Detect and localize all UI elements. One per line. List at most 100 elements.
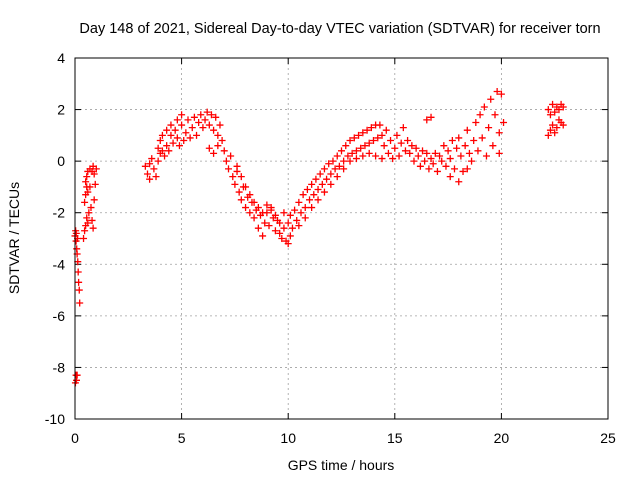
data-point: [500, 118, 508, 126]
data-point: [141, 162, 149, 170]
data-point: [365, 139, 373, 147]
data-point: [427, 155, 435, 163]
data-point: [489, 142, 497, 150]
data-point: [276, 229, 284, 237]
data-point: [314, 196, 322, 204]
data-point: [154, 157, 162, 165]
data-point: [72, 229, 80, 237]
data-point: [184, 116, 192, 124]
data-point: [156, 137, 164, 145]
data-point: [163, 126, 171, 134]
data-point: [318, 180, 326, 188]
data-point: [199, 124, 207, 132]
data-point: [551, 129, 559, 137]
data-point: [546, 111, 554, 119]
data-point: [246, 209, 254, 217]
data-point: [146, 175, 154, 183]
data-point: [497, 90, 505, 98]
data-point: [207, 111, 215, 119]
data-point: [320, 188, 328, 196]
data-point: [203, 108, 211, 116]
data-point: [205, 144, 213, 152]
data-point: [380, 142, 388, 150]
data-point: [201, 116, 209, 124]
data-point: [463, 165, 471, 173]
grid: [75, 58, 608, 419]
data-point: [246, 191, 254, 199]
data-point: [327, 180, 335, 188]
data-point: [312, 175, 320, 183]
data-point: [546, 126, 554, 134]
data-point: [214, 131, 222, 139]
data-point: [227, 152, 235, 160]
data-point: [465, 149, 473, 157]
data-point: [86, 183, 94, 191]
data-point: [423, 149, 431, 157]
data-point: [291, 206, 299, 214]
data-point: [495, 149, 503, 157]
data-point: [74, 268, 82, 276]
data-point: [355, 131, 363, 139]
data-point: [284, 240, 292, 248]
data-point: [259, 209, 267, 217]
data-point: [395, 152, 403, 160]
data-point: [468, 157, 476, 165]
data-point: [284, 219, 292, 227]
data-point: [436, 152, 444, 160]
data-point: [359, 152, 367, 160]
data-series-sdtvar: [71, 88, 567, 387]
data-point: [293, 216, 301, 224]
data-point: [348, 149, 356, 157]
data-point: [222, 157, 230, 165]
y-tick-label: 4: [57, 50, 65, 66]
data-point: [75, 286, 83, 294]
data-point: [295, 198, 303, 206]
data-point: [210, 149, 218, 157]
data-point: [378, 131, 386, 139]
data-point: [399, 124, 407, 132]
y-tick-label: -8: [53, 359, 66, 375]
data-point: [76, 299, 84, 307]
data-point: [549, 100, 557, 108]
data-point: [154, 144, 162, 152]
x-tick-label: 0: [71, 430, 79, 446]
data-point: [280, 209, 288, 217]
data-point: [446, 155, 454, 163]
y-axis-ticks: -10 -8 -6 -4 -2 0 2 4: [45, 50, 608, 427]
data-point: [254, 204, 262, 212]
data-point: [212, 113, 220, 121]
y-tick-label: -2: [53, 205, 66, 221]
data-point: [365, 149, 373, 157]
data-point: [75, 278, 83, 286]
data-point: [197, 111, 205, 119]
data-point: [297, 209, 305, 217]
y-tick-label: 2: [57, 102, 65, 118]
data-point: [88, 216, 96, 224]
data-point: [80, 235, 88, 242]
data-point: [369, 137, 377, 145]
data-point: [237, 173, 245, 181]
data-point: [487, 95, 495, 103]
data-point: [382, 126, 390, 134]
data-point: [267, 206, 275, 214]
data-point: [476, 111, 484, 119]
data-point: [461, 142, 469, 150]
data-point: [242, 204, 250, 212]
data-point: [342, 142, 350, 150]
data-point: [412, 144, 420, 152]
data-point: [559, 103, 567, 111]
data-point: [83, 214, 91, 222]
data-point: [150, 165, 158, 173]
data-point: [459, 167, 467, 175]
data-point: [404, 137, 412, 145]
x-axis-label: GPS time / hours: [288, 457, 395, 473]
data-point: [549, 121, 557, 129]
data-point: [286, 232, 294, 240]
data-point: [384, 149, 392, 157]
data-point: [89, 162, 97, 170]
data-point: [544, 131, 552, 139]
data-point: [361, 142, 369, 150]
data-point: [463, 126, 471, 134]
data-point: [310, 191, 318, 199]
data-point: [259, 232, 267, 240]
